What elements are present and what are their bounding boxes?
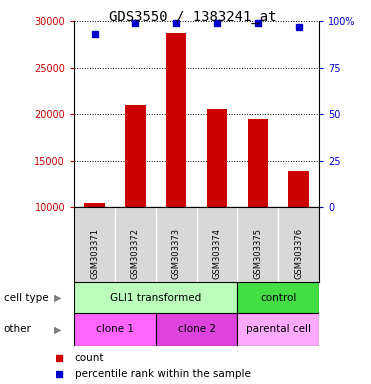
Bar <box>207 109 227 207</box>
Text: percentile rank within the sample: percentile rank within the sample <box>75 369 250 379</box>
Bar <box>237 313 319 346</box>
Text: GSM303372: GSM303372 <box>131 228 140 279</box>
Text: GLI1 transformed: GLI1 transformed <box>110 293 201 303</box>
Text: GSM303376: GSM303376 <box>294 228 303 279</box>
Text: ▶: ▶ <box>54 324 61 334</box>
Text: cell type: cell type <box>4 293 48 303</box>
Bar <box>166 33 186 207</box>
Bar <box>156 313 237 346</box>
Bar <box>237 282 319 313</box>
Text: GSM303371: GSM303371 <box>90 228 99 279</box>
Text: other: other <box>4 324 32 334</box>
Text: parental cell: parental cell <box>246 324 311 334</box>
Bar <box>288 171 309 207</box>
Text: clone 2: clone 2 <box>178 324 216 334</box>
Bar <box>84 203 105 207</box>
Text: control: control <box>260 293 296 303</box>
Text: clone 1: clone 1 <box>96 324 134 334</box>
Bar <box>125 105 145 207</box>
Text: GSM303375: GSM303375 <box>253 228 262 279</box>
Bar <box>74 282 237 313</box>
Bar <box>74 313 156 346</box>
Text: count: count <box>75 353 104 362</box>
Text: GSM303374: GSM303374 <box>213 228 221 279</box>
Bar <box>247 119 268 207</box>
Text: ▶: ▶ <box>54 293 61 303</box>
Text: GSM303373: GSM303373 <box>172 228 181 279</box>
Text: GDS3550 / 1383241_at: GDS3550 / 1383241_at <box>109 10 277 23</box>
